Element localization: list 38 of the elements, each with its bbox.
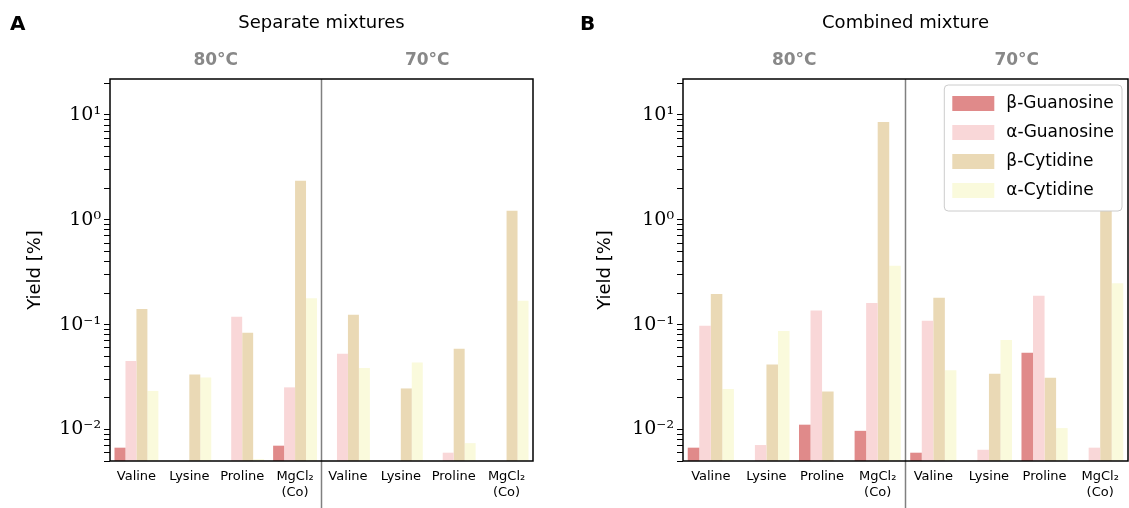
y-tick-label: 10⁻² <box>59 416 101 439</box>
chart-title: Separate mixtures <box>238 11 405 32</box>
legend-label: α-Cytidine <box>1006 179 1094 200</box>
text: 80°C <box>771 49 817 69</box>
x-tick-label: MgCl₂ (Co) <box>276 468 314 499</box>
chart-title: Combined mixture <box>822 11 989 32</box>
legend-label: β-Cytidine <box>1006 150 1094 171</box>
text: 70°C <box>994 49 1040 69</box>
x-tick-label: Valine <box>328 468 368 484</box>
y-tick-label: 10¹ <box>69 101 101 124</box>
x-tick-label: Proline <box>800 468 845 484</box>
x-tick-label: Lysine <box>169 468 210 484</box>
y-tick-label: 10⁻¹ <box>632 311 674 334</box>
y-tick-label: 10⁻² <box>632 416 674 439</box>
text: A <box>10 11 26 35</box>
text: 80°C <box>193 49 239 69</box>
y-axis-title: Yield [%] <box>23 230 44 311</box>
text: 70°C <box>404 49 450 69</box>
y-tick-label: 10⁰ <box>69 206 102 229</box>
text: B <box>580 11 596 35</box>
x-tick-label: Lysine <box>968 468 1010 484</box>
legend-label: β-Guanosine <box>1006 92 1114 113</box>
x-tick-label: Lysine <box>746 468 787 484</box>
y-tick-label: 10¹ <box>642 101 674 124</box>
y-axis-title: Yield [%] <box>593 230 614 311</box>
x-tick-label: MgCl₂ (Co) <box>859 468 897 499</box>
x-tick-label: MgCl₂ (Co) <box>1081 468 1119 499</box>
x-tick-label: MgCl₂ (Co) <box>487 468 526 499</box>
x-tick-label: Valine <box>116 468 157 484</box>
y-tick-label: 10⁰ <box>642 206 675 229</box>
x-tick-label: Proline <box>1022 468 1067 484</box>
y-tick-label: 10⁻¹ <box>59 311 101 334</box>
x-tick-label: Proline <box>431 468 476 484</box>
x-tick-label: Proline <box>220 468 265 484</box>
x-tick-label: Valine <box>913 468 953 484</box>
x-tick-label: Valine <box>691 468 731 484</box>
x-tick-label: Lysine <box>380 468 421 484</box>
legend-label: α-Guanosine <box>1006 121 1115 142</box>
